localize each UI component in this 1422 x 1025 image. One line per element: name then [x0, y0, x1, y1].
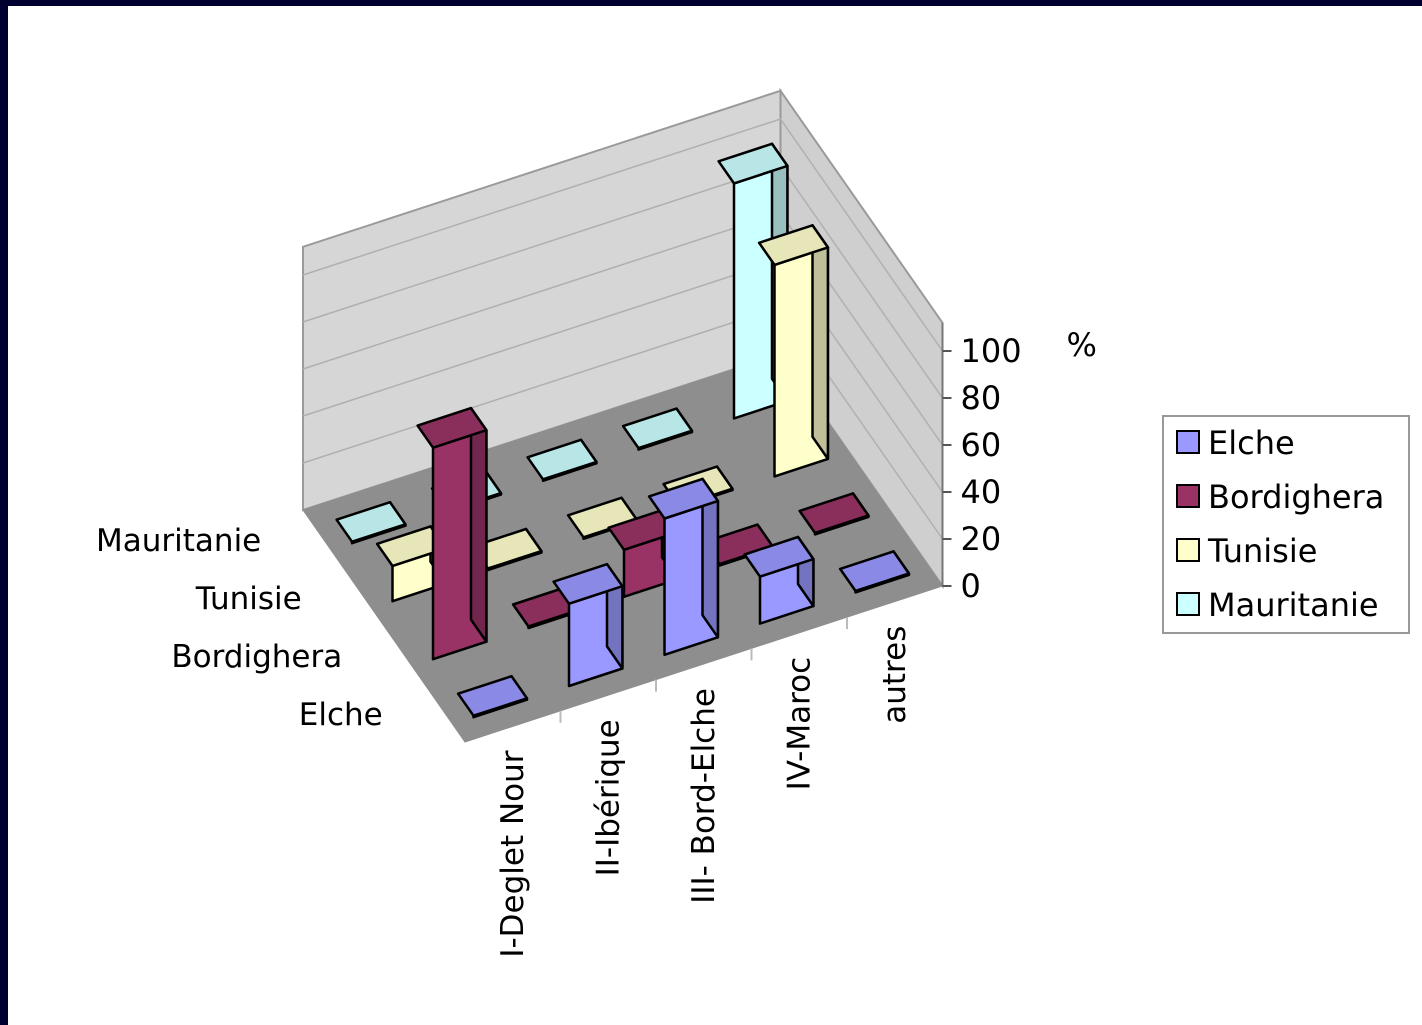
y-tick-label: 100 [961, 332, 1022, 370]
y-tick-label: 0 [961, 567, 981, 605]
series-axis-label: Tunisie [195, 581, 302, 617]
bar-top [757, 224, 830, 267]
series-axis-label: Bordighera [171, 639, 342, 675]
bar-top [798, 492, 870, 535]
series-axis: Elche Bordighera Tunisie Mauritanie [96, 523, 383, 733]
x-tick-label: IV-Maroc [781, 657, 817, 791]
bar-top [375, 525, 448, 568]
bar-top [743, 535, 815, 578]
legend-label: Mauritanie [1208, 586, 1379, 624]
legend-swatch [1176, 592, 1200, 616]
bar-top [335, 500, 407, 543]
bars [335, 142, 911, 719]
y-axis: 0 20 40 60 80 100% [941, 322, 1097, 605]
bar [552, 562, 624, 688]
legend-swatch [1176, 538, 1200, 562]
bar [416, 406, 488, 661]
series-axis-label: Elche [299, 697, 383, 733]
bar [526, 438, 598, 483]
bar [743, 535, 815, 625]
bar-top [621, 407, 694, 450]
legend-label: Elche [1208, 424, 1295, 462]
legend-box [1162, 415, 1410, 634]
y-tick-label: 40 [961, 473, 1002, 511]
y-axis-label: % [1067, 326, 1097, 364]
bar-top [416, 406, 488, 449]
legend-label: Bordighera [1208, 478, 1384, 516]
y-tick-label: 80 [961, 379, 1002, 417]
x-tick-label: III- Bord-Elche [686, 688, 722, 904]
bar-top [526, 438, 598, 481]
bar-top [717, 142, 789, 185]
legend-swatch [1176, 430, 1200, 454]
x-axis: I-Deglet Nour II-Ibérique III- Bord-Elche I… [495, 617, 913, 958]
y-tick-label: 60 [961, 426, 1002, 464]
bar [798, 492, 870, 536]
bar-side [811, 224, 830, 461]
x-tick-label: autres [877, 626, 913, 724]
bar-top [552, 562, 624, 605]
series-axis-label: Mauritanie [96, 523, 261, 559]
bar [335, 500, 407, 545]
bar [757, 224, 830, 478]
x-tick-label: II-Ibérique [590, 719, 626, 876]
bar [471, 527, 543, 572]
bar-top [838, 550, 911, 593]
bar [647, 477, 720, 657]
legend-swatch [1176, 484, 1200, 508]
y-tick-label: 20 [961, 520, 1002, 558]
bar-top [647, 477, 720, 520]
bar [621, 407, 694, 451]
bar-side [469, 406, 488, 643]
gridline [302, 118, 944, 352]
legend: Elche Bordighera Tunisie Mauritanie [1162, 415, 1410, 634]
x-tick-label: I-Deglet Nour [495, 750, 531, 957]
bar [456, 674, 529, 719]
bar [838, 550, 911, 594]
legend-label: Tunisie [1207, 532, 1317, 570]
bar-top [456, 674, 529, 717]
